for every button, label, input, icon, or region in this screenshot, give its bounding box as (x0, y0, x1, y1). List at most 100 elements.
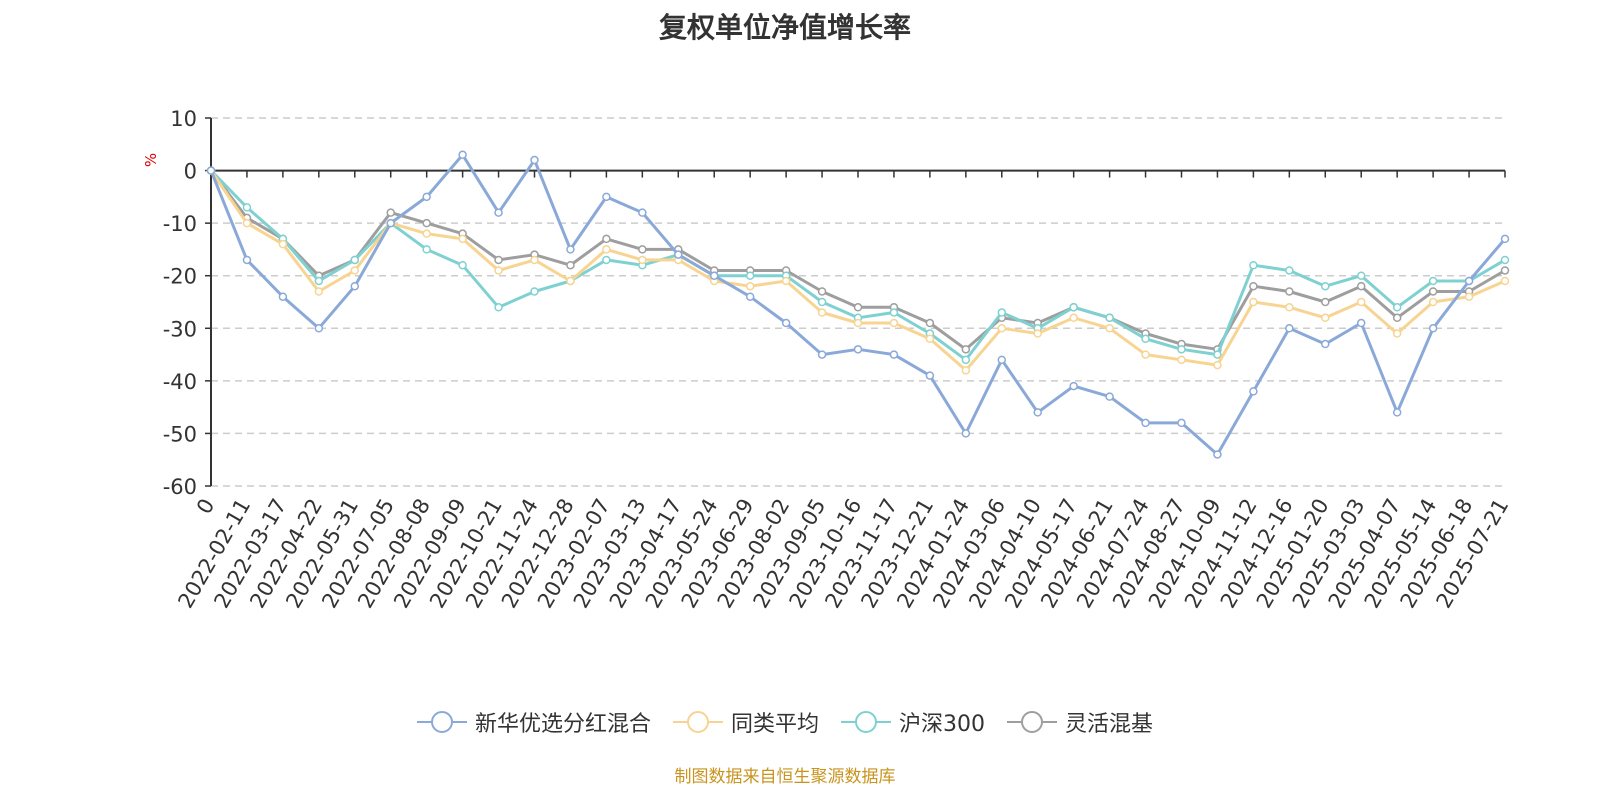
data-point (1285, 324, 1294, 333)
data-point (853, 303, 863, 312)
data-point (242, 203, 252, 212)
x-tick-label: 0 (192, 495, 219, 519)
legend-circle-icon (672, 708, 723, 736)
data-point (817, 308, 827, 317)
data-point (1033, 408, 1042, 417)
data-point (1356, 297, 1366, 307)
data-point (1464, 292, 1474, 301)
data-point (1356, 281, 1366, 291)
data-point (350, 266, 360, 275)
data-point (530, 255, 539, 265)
data-point (602, 234, 611, 244)
data-point (1500, 255, 1510, 265)
legend-item[interactable]: 同类平均 (672, 706, 819, 738)
data-point (494, 303, 503, 312)
data-point (458, 234, 467, 244)
data-point (1321, 339, 1330, 349)
data-point (1392, 313, 1402, 323)
legend-circle-icon (841, 708, 891, 736)
chart-title: 复权单位净值增长率 (658, 11, 911, 44)
data-point (925, 371, 935, 380)
data-point (350, 255, 360, 265)
data-point (889, 350, 899, 359)
data-point (422, 218, 431, 228)
data-point (1249, 297, 1258, 307)
data-point (961, 345, 971, 354)
data-point (530, 287, 539, 296)
data-point (458, 150, 467, 160)
y-tick-label: -10 (163, 212, 197, 236)
y-tick-label: 10 (170, 107, 197, 131)
data-point (422, 229, 431, 238)
legend-label: 灵活混基 (1065, 712, 1154, 737)
data-point (674, 250, 683, 259)
data-point (602, 245, 611, 254)
data-point (1321, 297, 1330, 307)
data-point (1356, 318, 1366, 328)
data-point (745, 281, 755, 291)
data-point (206, 166, 216, 175)
data-point (997, 355, 1007, 365)
data-point (602, 255, 611, 265)
legend-circle-icon (1007, 708, 1057, 736)
legend-item[interactable]: 灵活混基 (1007, 706, 1153, 738)
y-tick-label: -60 (163, 475, 197, 499)
data-point (1213, 360, 1222, 370)
data-point (494, 208, 503, 217)
data-point (242, 218, 252, 228)
data-point (961, 429, 971, 438)
data-point (925, 318, 935, 328)
data-point (1500, 234, 1510, 244)
data-point (1177, 355, 1186, 365)
data-point (242, 255, 252, 265)
series-lines (206, 150, 1510, 459)
line-chart: 100-10-20-30-40-50-6002022-02-112022-03-… (142, 107, 1513, 612)
legend-label: 新华优选分红混合 (474, 712, 651, 737)
data-point (1105, 324, 1114, 333)
data-point (1392, 408, 1402, 417)
data-point (422, 245, 431, 254)
legend-label: 同类平均 (730, 712, 819, 737)
data-point (566, 276, 575, 286)
data-point (1249, 387, 1258, 396)
data-point (1285, 266, 1294, 275)
data-point (997, 308, 1007, 317)
axes (205, 117, 1506, 487)
data-point (278, 292, 288, 301)
data-point (889, 318, 899, 328)
data-point (997, 324, 1007, 333)
data-point (314, 287, 324, 296)
legend-circle-icon (416, 708, 467, 736)
data-point (350, 281, 360, 291)
data-point (1249, 281, 1258, 291)
data-point (638, 245, 647, 254)
legend-item[interactable]: 新华优选分红混合 (416, 706, 651, 738)
data-point (1105, 392, 1114, 401)
data-source-note: 制图数据来自恒生聚源数据库 (674, 767, 896, 787)
data-point (1213, 450, 1222, 459)
data-point (1177, 418, 1186, 428)
data-point (853, 318, 863, 328)
data-point (386, 208, 395, 217)
data-point (530, 155, 539, 165)
y-tick-label: -50 (163, 422, 197, 446)
data-point (1141, 350, 1150, 359)
data-point (494, 255, 503, 265)
legend-item[interactable]: 沪深300 (841, 706, 985, 738)
data-point (422, 192, 431, 202)
y-tick-label: 0 (184, 160, 197, 184)
data-point (458, 260, 467, 270)
legend-label: 沪深300 (899, 712, 985, 737)
y-tick-label: -40 (163, 370, 197, 394)
data-point (1069, 381, 1078, 391)
data-point (1321, 313, 1330, 323)
data-point (278, 239, 288, 249)
data-point (1069, 303, 1078, 312)
data-point (925, 334, 935, 344)
data-point (709, 271, 719, 280)
data-point (1213, 350, 1222, 359)
series-line-1 (209, 169, 1506, 372)
data-point (494, 266, 503, 275)
data-point (1428, 324, 1438, 333)
data-point (889, 308, 899, 317)
